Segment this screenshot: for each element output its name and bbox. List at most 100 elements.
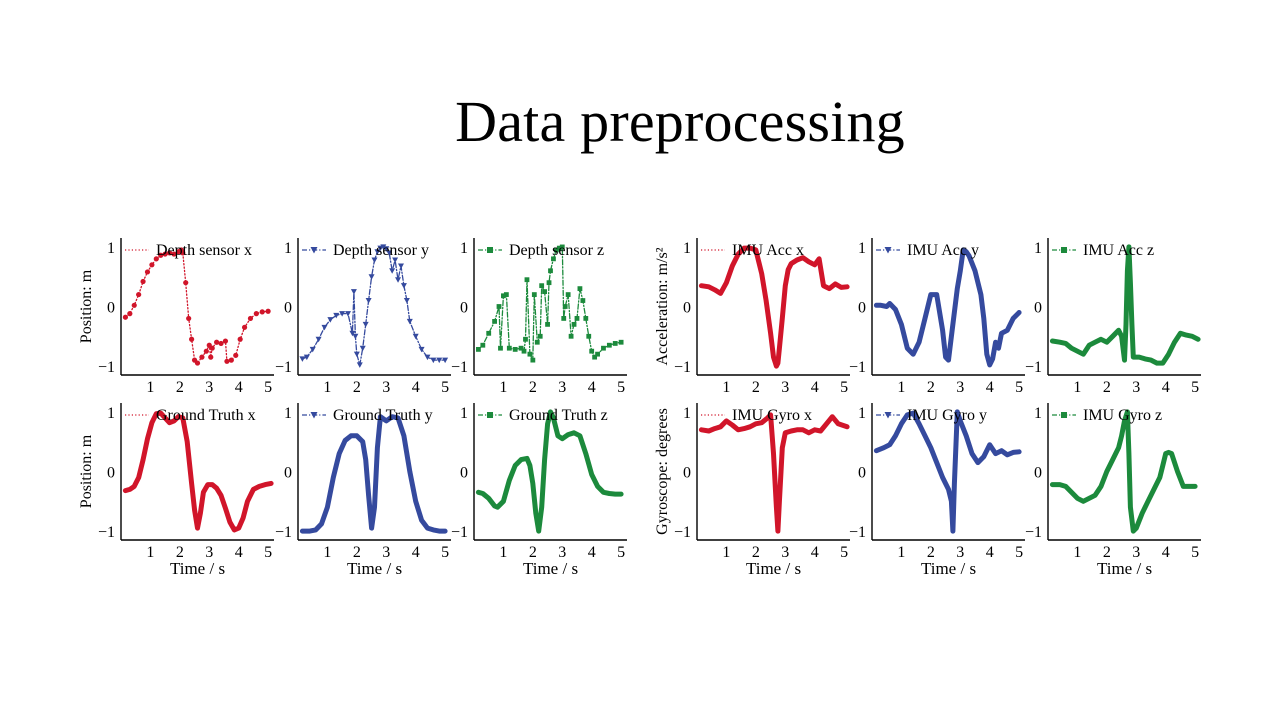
data-point [158, 252, 164, 258]
data-point [359, 345, 366, 352]
data-point [501, 293, 506, 299]
data-point [247, 315, 254, 322]
data-point [589, 348, 595, 354]
x-tick-label: 5 [264, 544, 272, 561]
x-axis-label: Time / s [746, 559, 801, 578]
data-point [333, 312, 340, 319]
series-line [698, 412, 850, 534]
data-point [601, 345, 606, 351]
y-tick-label: 1 [107, 240, 115, 257]
y-tick-label: −1 [275, 524, 292, 541]
x-tick-label: 2 [529, 544, 537, 561]
legend-label: Ground Truth x [156, 407, 256, 424]
data-point [583, 316, 589, 321]
legend-marker [884, 412, 892, 419]
data-point [194, 360, 201, 366]
x-tick-label: 3 [558, 379, 566, 396]
data-point [315, 336, 322, 343]
x-tick-label: 2 [752, 379, 760, 396]
x-tick-label: 4 [1162, 379, 1170, 396]
x-tick-label: 5 [840, 544, 848, 561]
x-tick-label: 5 [617, 544, 625, 561]
data-point [403, 298, 410, 304]
y-tick-label: −1 [674, 524, 691, 541]
data-point [189, 336, 195, 342]
data-point [442, 357, 449, 364]
y-tick-label: −1 [849, 359, 866, 376]
data-point [521, 348, 527, 354]
x-tick-label: 5 [264, 379, 272, 396]
x-tick-label: 2 [927, 544, 935, 561]
x-tick-label: 2 [353, 544, 361, 561]
data-point [180, 250, 186, 256]
data-point [383, 246, 390, 252]
series-line [124, 249, 269, 364]
y-tick-label: 0 [1034, 300, 1042, 317]
y-tick-label: 1 [858, 405, 866, 422]
y-tick-label: −1 [98, 359, 115, 376]
data-point [565, 292, 571, 297]
subplot-11: −1 0 1 1 2 3 4 5 IMU Gyro y Time / s [849, 403, 1025, 578]
data-point [228, 357, 234, 363]
y-tick-label: −1 [98, 524, 115, 541]
y-tick-label: 0 [107, 300, 115, 317]
legend-marker [1061, 412, 1067, 418]
data-point [577, 286, 583, 292]
x-tick-label: 1 [323, 379, 331, 396]
x-tick-label: 5 [1191, 379, 1199, 396]
data-point [186, 315, 192, 322]
data-point [136, 291, 142, 298]
data-point [349, 330, 356, 337]
y-tick-label: −1 [674, 359, 691, 376]
data-point [561, 316, 567, 321]
data-point [523, 336, 528, 342]
y-tick-label: 1 [1034, 240, 1042, 257]
x-tick-label: 4 [235, 544, 243, 561]
data-point [548, 268, 553, 274]
y-tick-label: −1 [849, 524, 866, 541]
y-tick-label: 0 [858, 300, 866, 317]
x-axis-label: Time / s [170, 559, 225, 578]
data-point [166, 250, 173, 256]
data-point [534, 339, 540, 345]
data-point [203, 348, 209, 354]
x-tick-label: 5 [441, 544, 449, 561]
x-tick-label: 1 [323, 544, 331, 561]
y-axis-label: Gyroscope: degrees [654, 408, 671, 535]
data-point [183, 280, 189, 286]
x-tick-label: 2 [176, 544, 184, 561]
data-point [546, 280, 552, 286]
x-tick-label: 2 [529, 379, 537, 396]
subplot-8: −1 0 1 1 2 3 4 5 Ground Truth y Time / s [275, 403, 451, 578]
x-axis-label: Time / s [921, 559, 976, 578]
data-point [512, 346, 518, 352]
data-point [303, 354, 310, 361]
x-tick-label: 1 [897, 544, 905, 561]
legend-label: Depth sensor y [333, 242, 429, 259]
series-line [1049, 409, 1198, 534]
data-point [321, 324, 328, 331]
legend-label: IMU Gyro y [907, 407, 987, 424]
x-tick-label: 3 [781, 379, 789, 396]
data-point [530, 357, 536, 363]
data-point [618, 339, 624, 345]
slide-title: Data preprocessing [455, 89, 905, 154]
data-point [539, 283, 545, 289]
series-line [873, 409, 1022, 534]
y-tick-label: 1 [107, 405, 115, 422]
data-point [397, 263, 404, 269]
x-axis-label: Time / s [347, 559, 402, 578]
x-axis-label: Time / s [1097, 559, 1152, 578]
x-tick-label: 4 [235, 379, 243, 396]
x-tick-label: 1 [499, 379, 507, 396]
x-tick-label: 2 [752, 544, 760, 561]
data-point [486, 330, 492, 336]
y-tick-label: 0 [683, 300, 691, 317]
y-tick-label: −1 [451, 359, 468, 376]
data-point [480, 342, 486, 348]
data-point [199, 354, 205, 360]
x-tick-label: 4 [412, 379, 420, 396]
data-point [144, 269, 151, 275]
data-point [153, 256, 159, 262]
y-tick-label: 0 [460, 300, 468, 317]
